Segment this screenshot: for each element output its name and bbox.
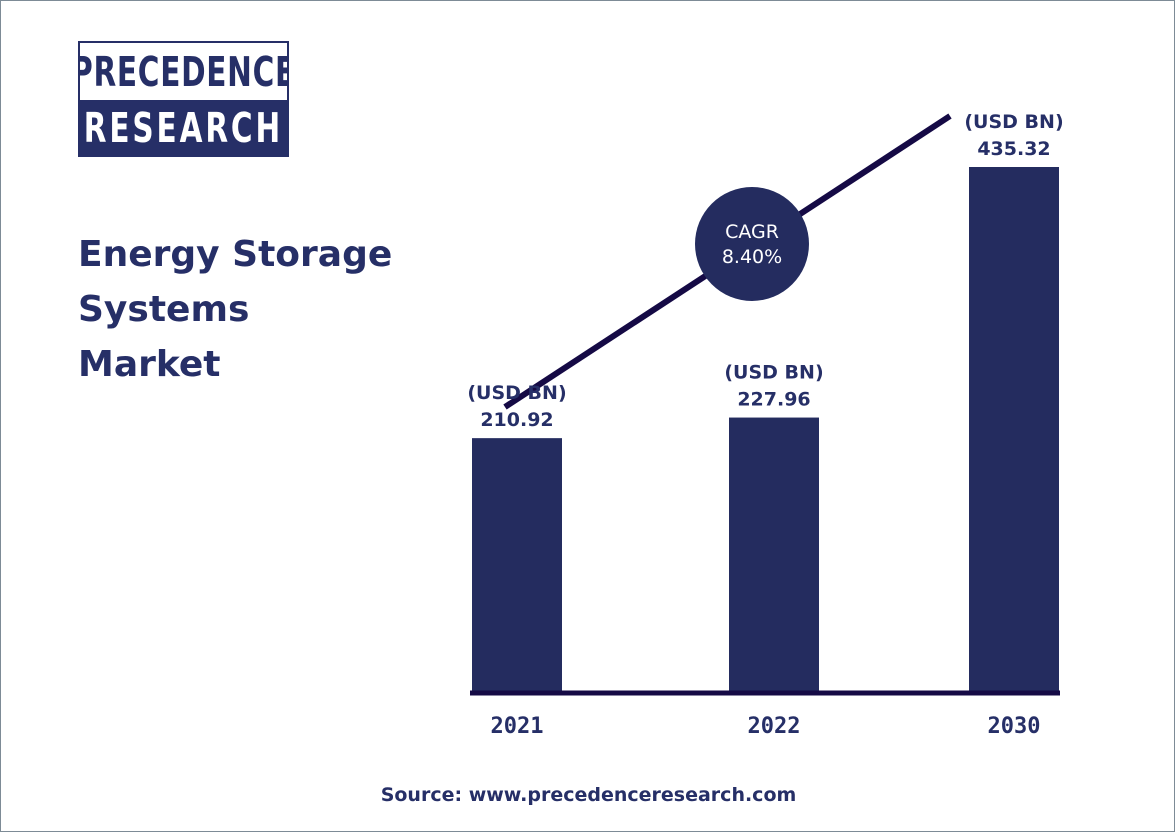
- bar-2030: [969, 167, 1059, 693]
- chart-title-line-2: Systems: [78, 289, 250, 330]
- data-label-value-2022: 227.96: [737, 389, 810, 411]
- logo-line-1: PRECEDENCE: [78, 47, 289, 96]
- labels-layer: (USD BN) 210.92 2021 (USD BN) 227.96 2022 (USD…: [467, 111, 1063, 739]
- x-tick-label-2022: 2022: [748, 714, 801, 739]
- data-label-unit-2022: (USD BN): [724, 362, 823, 384]
- x-tick-label-2021: 2021: [491, 714, 544, 739]
- cagr-value: 8.40%: [722, 246, 782, 268]
- logo-line-2-band: RESEARCH: [80, 100, 287, 155]
- precedence-research-logo: PRECEDENCE RESEARCH: [78, 41, 289, 157]
- source-label: Source:: [380, 784, 463, 806]
- cagr-circle: [695, 187, 809, 301]
- chart-title-line-1: Energy Storage: [78, 234, 393, 275]
- chart-title-line-3: Market: [78, 344, 221, 385]
- source-footer: Source: www.precedenceresearch.com: [1, 784, 1174, 806]
- logo-line-2: RESEARCH: [83, 103, 284, 152]
- bar-2021: [472, 438, 562, 693]
- chart-title: Energy Storage Systems Market: [78, 227, 392, 392]
- cagr-label: CAGR: [725, 221, 779, 243]
- data-label-unit-2021: (USD BN): [467, 382, 566, 404]
- bar-2022: [729, 417, 819, 693]
- data-label-value-2030: 435.32: [977, 138, 1050, 160]
- x-tick-label-2030: 2030: [988, 714, 1041, 739]
- source-link[interactable]: www.precedenceresearch.com: [468, 784, 797, 806]
- data-label-unit-2030: (USD BN): [964, 111, 1063, 133]
- cagr-badge: CAGR 8.40%: [695, 187, 809, 301]
- bars-layer: [472, 167, 1059, 693]
- data-label-value-2021: 210.92: [480, 409, 553, 431]
